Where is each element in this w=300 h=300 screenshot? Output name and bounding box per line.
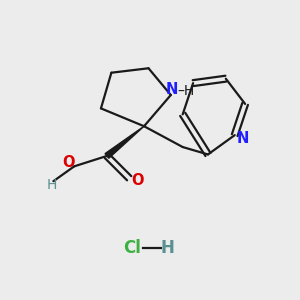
Polygon shape: [105, 126, 144, 158]
Text: H: H: [161, 239, 175, 257]
Text: N: N: [237, 131, 249, 146]
Text: N: N: [166, 82, 178, 97]
Text: O: O: [131, 173, 144, 188]
Text: Cl: Cl: [123, 239, 141, 257]
Text: –H: –H: [178, 84, 195, 98]
Text: H: H: [47, 178, 57, 192]
Text: O: O: [63, 155, 75, 170]
